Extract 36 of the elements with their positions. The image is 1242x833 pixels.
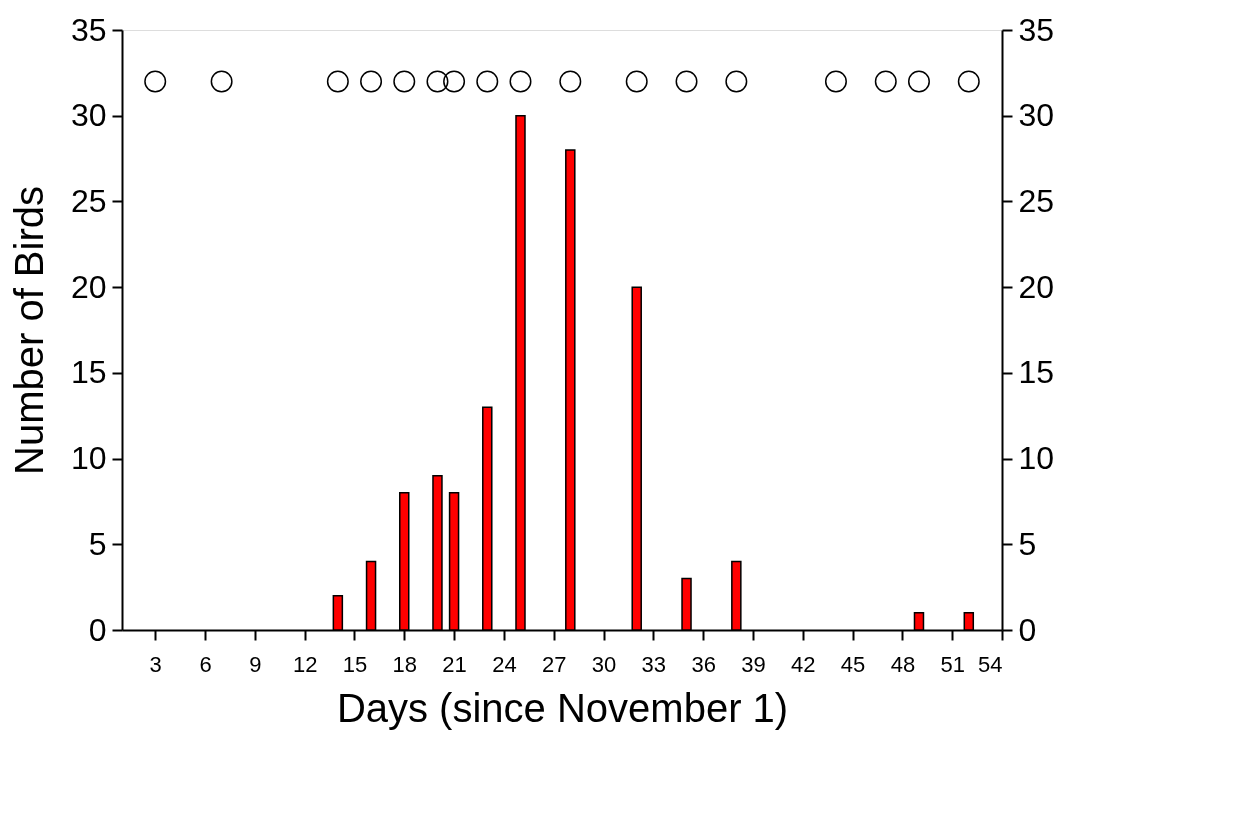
x-tick-label: 45 — [840, 651, 866, 677]
y-tick-label: 20 — [70, 268, 107, 305]
y-tick-label: 10 — [70, 440, 107, 477]
x-tick-label: 33 — [641, 651, 667, 677]
y-tick-label: 25 — [70, 182, 107, 219]
x-tick-label: 54 — [978, 651, 1003, 677]
y-tick-label: 5 — [88, 525, 107, 562]
x-tick-label: 42 — [791, 651, 816, 677]
x-tick-label: 27 — [541, 651, 567, 677]
y2-tick-label: 15 — [1018, 354, 1055, 391]
y-tick-label: 35 — [70, 11, 107, 48]
x-tick-label: 24 — [492, 651, 517, 677]
x-tick-label: 21 — [442, 651, 467, 677]
x-tick-label: 6 — [199, 651, 212, 677]
x-tick-label: 30 — [591, 651, 617, 677]
y-tick-label: 15 — [70, 354, 107, 391]
y-tick-label: 0 — [88, 611, 107, 648]
x-tick-label: 39 — [741, 651, 766, 677]
y2-tick-label: 20 — [1018, 268, 1055, 305]
x-tick-label: 15 — [342, 651, 368, 677]
y-tick-label: 30 — [70, 97, 107, 134]
x-tick-label: 48 — [890, 651, 916, 677]
y2-tick-label: 35 — [1018, 11, 1055, 48]
x-tick-label: 3 — [149, 651, 162, 677]
x-axis-title: Days (since November 1) — [336, 685, 789, 730]
y2-tick-label: 25 — [1018, 182, 1055, 219]
x-tick-label: 9 — [249, 651, 262, 677]
x-tick-label: 12 — [292, 651, 318, 677]
x-tick-label: 51 — [940, 651, 965, 677]
x-tick-label: 36 — [691, 651, 716, 677]
y2-tick-label: 0 — [1018, 611, 1037, 648]
y2-tick-label: 10 — [1018, 440, 1055, 477]
y2-tick-label: 30 — [1018, 97, 1055, 134]
y2-tick-label: 5 — [1018, 525, 1037, 562]
y-axis-title: Number of Birds — [6, 186, 51, 475]
x-tick-label: 18 — [392, 651, 418, 677]
